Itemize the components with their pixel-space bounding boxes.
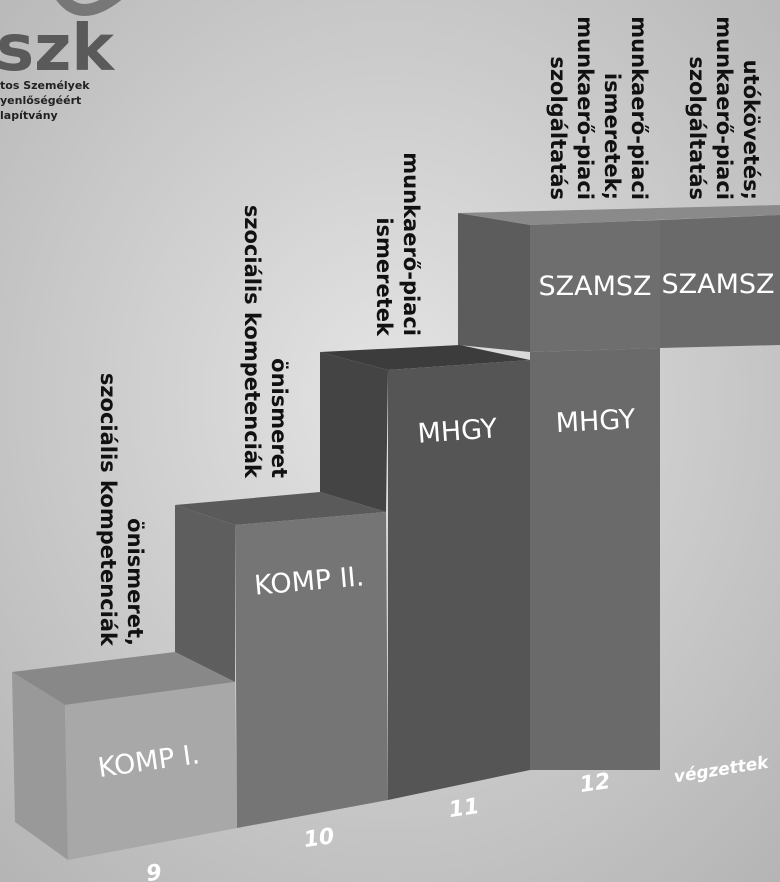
topic-line: szolgáltatás — [546, 56, 570, 200]
grade: 9 — [145, 860, 164, 882]
topic-line: munkaerő-piaci — [399, 152, 423, 336]
grade: 12 — [578, 769, 612, 798]
block-label: SZAMSZ — [661, 269, 774, 300]
block-label: SZAMSZ — [538, 271, 651, 302]
topic-line: utókövetés; — [739, 60, 763, 200]
topic-line: szociális kompetenciák — [240, 205, 264, 479]
logo-line: lapítvány — [0, 109, 58, 122]
block-label: MHGY — [417, 413, 499, 450]
logo-line: tos Személyek — [0, 79, 90, 92]
logo-mark: szk — [0, 12, 115, 86]
block-top — [458, 205, 780, 225]
block-front — [660, 215, 780, 348]
topic-line: ismeretek — [372, 217, 396, 337]
topic-line: önismeret, — [123, 518, 147, 646]
grade: 10 — [302, 824, 336, 853]
grade: 11 — [447, 794, 481, 823]
topic-line: munkaerő-piaci — [627, 16, 651, 200]
topic-line: munkaerő-piaci — [573, 16, 597, 200]
block-top — [320, 345, 530, 370]
block-side — [320, 352, 388, 512]
block-front — [65, 682, 237, 860]
topic-line: szociális kompetenciák — [96, 373, 120, 647]
topic-line: munkaerő-piaci — [712, 16, 736, 200]
block-front — [530, 220, 660, 352]
block-front — [388, 360, 530, 800]
block-front — [235, 512, 388, 828]
logo-line: yenlőségéért — [0, 94, 81, 107]
block-side — [175, 505, 235, 682]
block-side — [12, 672, 68, 860]
block-top — [175, 492, 386, 525]
topic-line: ismeretek; — [600, 73, 624, 200]
logo-arc — [56, 0, 122, 16]
topic-line: szolgáltatás — [685, 56, 709, 200]
block-top — [12, 652, 235, 705]
block-label: MHGY — [555, 404, 637, 439]
block-front — [530, 348, 660, 770]
topic-line: önismeret — [267, 358, 291, 478]
block-side — [458, 213, 530, 352]
